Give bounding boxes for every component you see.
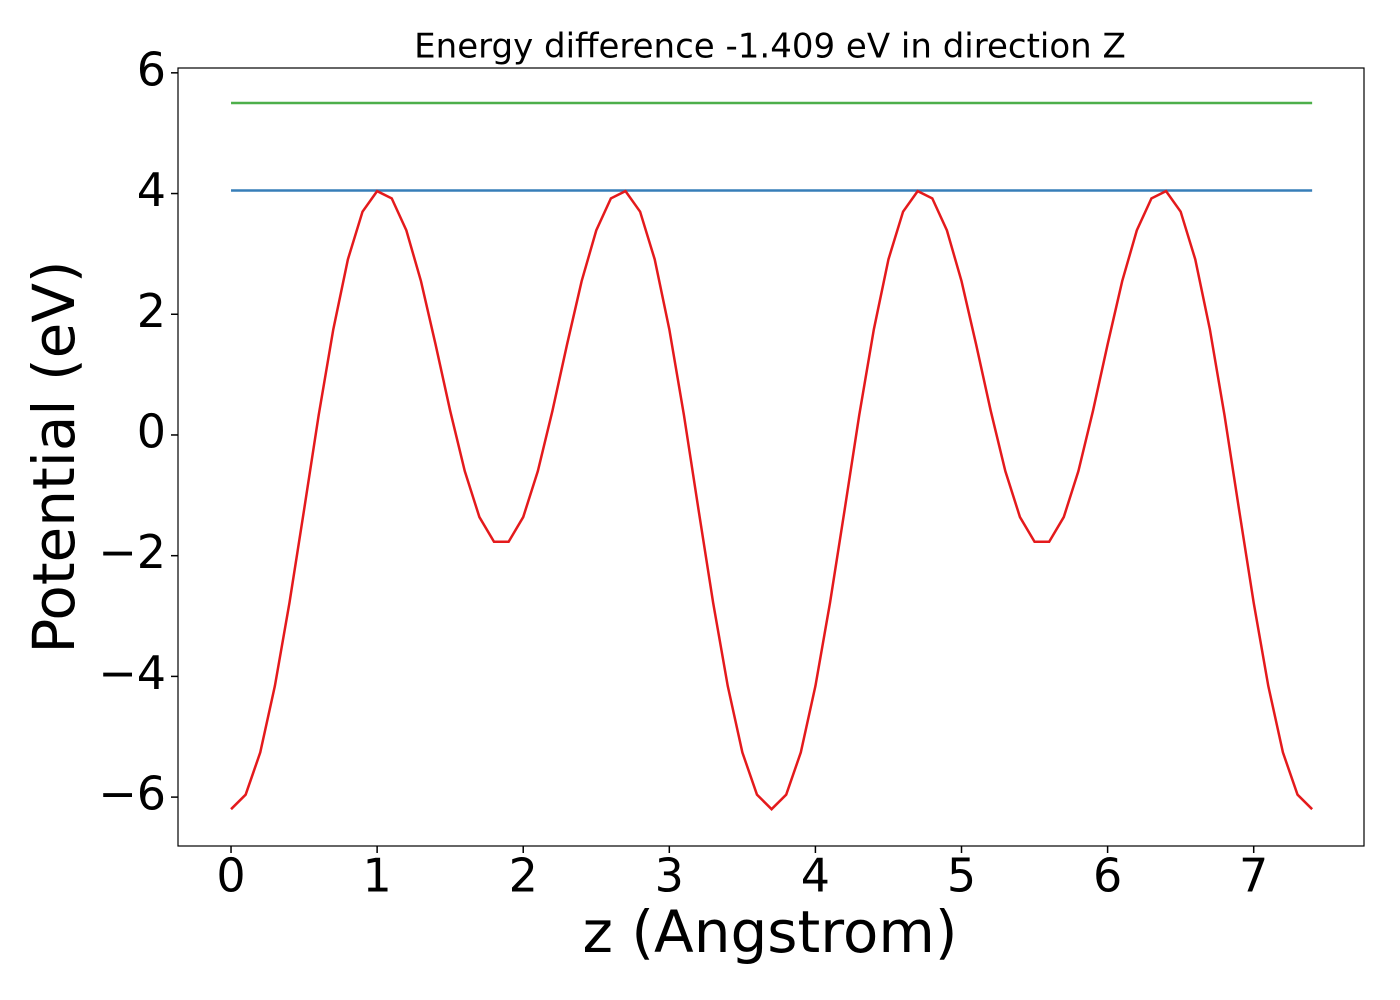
data-line xyxy=(230,189,1314,811)
y-tick-label: −6 xyxy=(98,767,166,821)
x-tick-label: 7 xyxy=(1239,849,1268,903)
chart-title: Energy difference -1.409 eV in direction… xyxy=(414,27,1126,67)
x-tick-label: 6 xyxy=(1093,849,1122,903)
x-tick-label: 3 xyxy=(655,849,684,903)
x-tick-label: 2 xyxy=(509,849,538,903)
x-tick-label: 0 xyxy=(216,849,245,903)
y-tick-label: 4 xyxy=(137,163,166,217)
y-tick-label: −4 xyxy=(98,646,166,700)
x-axis-label: z (Angstrom) xyxy=(583,898,958,966)
y-tick-label: 2 xyxy=(137,284,166,338)
y-tick-label: 0 xyxy=(137,404,166,458)
y-axis-label: Potential (eV) xyxy=(20,260,88,653)
x-tick-label: 1 xyxy=(362,849,391,903)
x-tick-label: 5 xyxy=(947,849,976,903)
plot-frame xyxy=(177,67,1365,847)
x-tick-label: 4 xyxy=(801,849,830,903)
y-tick-label: 6 xyxy=(137,42,166,96)
y-tick-label: −2 xyxy=(98,525,166,579)
